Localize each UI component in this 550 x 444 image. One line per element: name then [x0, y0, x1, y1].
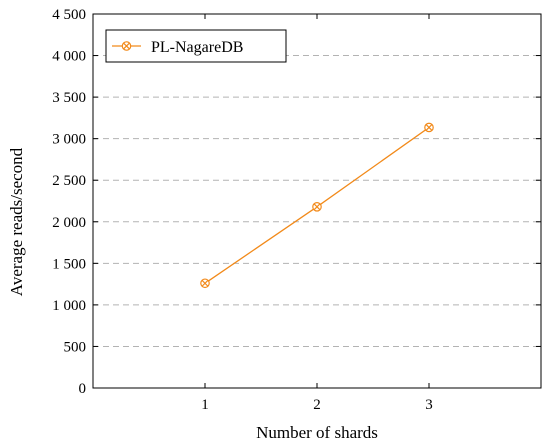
- data-point-marker: [312, 202, 322, 212]
- data-point-marker: [121, 41, 132, 51]
- data-point-marker: [424, 122, 434, 133]
- y-tick-label: 2 500: [52, 173, 86, 189]
- marker-cross: [313, 203, 321, 211]
- marker-cross: [425, 124, 433, 131]
- x-tick-label: 3: [425, 397, 433, 413]
- y-tick-label: 2 000: [52, 215, 86, 231]
- y-tick-label: 1 000: [52, 298, 86, 314]
- x-tick-label: 2: [313, 397, 321, 413]
- marker-cross: [123, 42, 130, 50]
- marker-cross: [201, 279, 209, 287]
- y-tick-label: 4 500: [52, 7, 86, 23]
- x-axis-label: Number of shards: [256, 423, 378, 442]
- legend: PL-NagareDB: [105, 29, 287, 63]
- y-tick-label: 4 000: [52, 49, 86, 65]
- plot-frame: [92, 13, 542, 389]
- x-tick-label: 1: [201, 397, 209, 413]
- legend-label: PL-NagareDB: [151, 39, 243, 56]
- axis-ticks: [93, 13, 541, 389]
- y-tick-label: 3 500: [52, 90, 86, 106]
- y-tick-label: 0: [79, 381, 87, 397]
- data-point-marker: [200, 278, 210, 289]
- y-tick-label: 3 000: [52, 132, 86, 148]
- tick-labels: 0 500 1 000 1 500 2 000 2 500 3 000 3 500 4 000 4…: [52, 7, 433, 413]
- legend-marker: [121, 41, 132, 51]
- y-tick-label: 500: [64, 339, 87, 355]
- grid-lines: [93, 55, 541, 347]
- y-tick-label: 1 500: [52, 256, 86, 272]
- series-layer: [200, 122, 434, 289]
- y-axis-label: Average reads/second: [7, 147, 26, 296]
